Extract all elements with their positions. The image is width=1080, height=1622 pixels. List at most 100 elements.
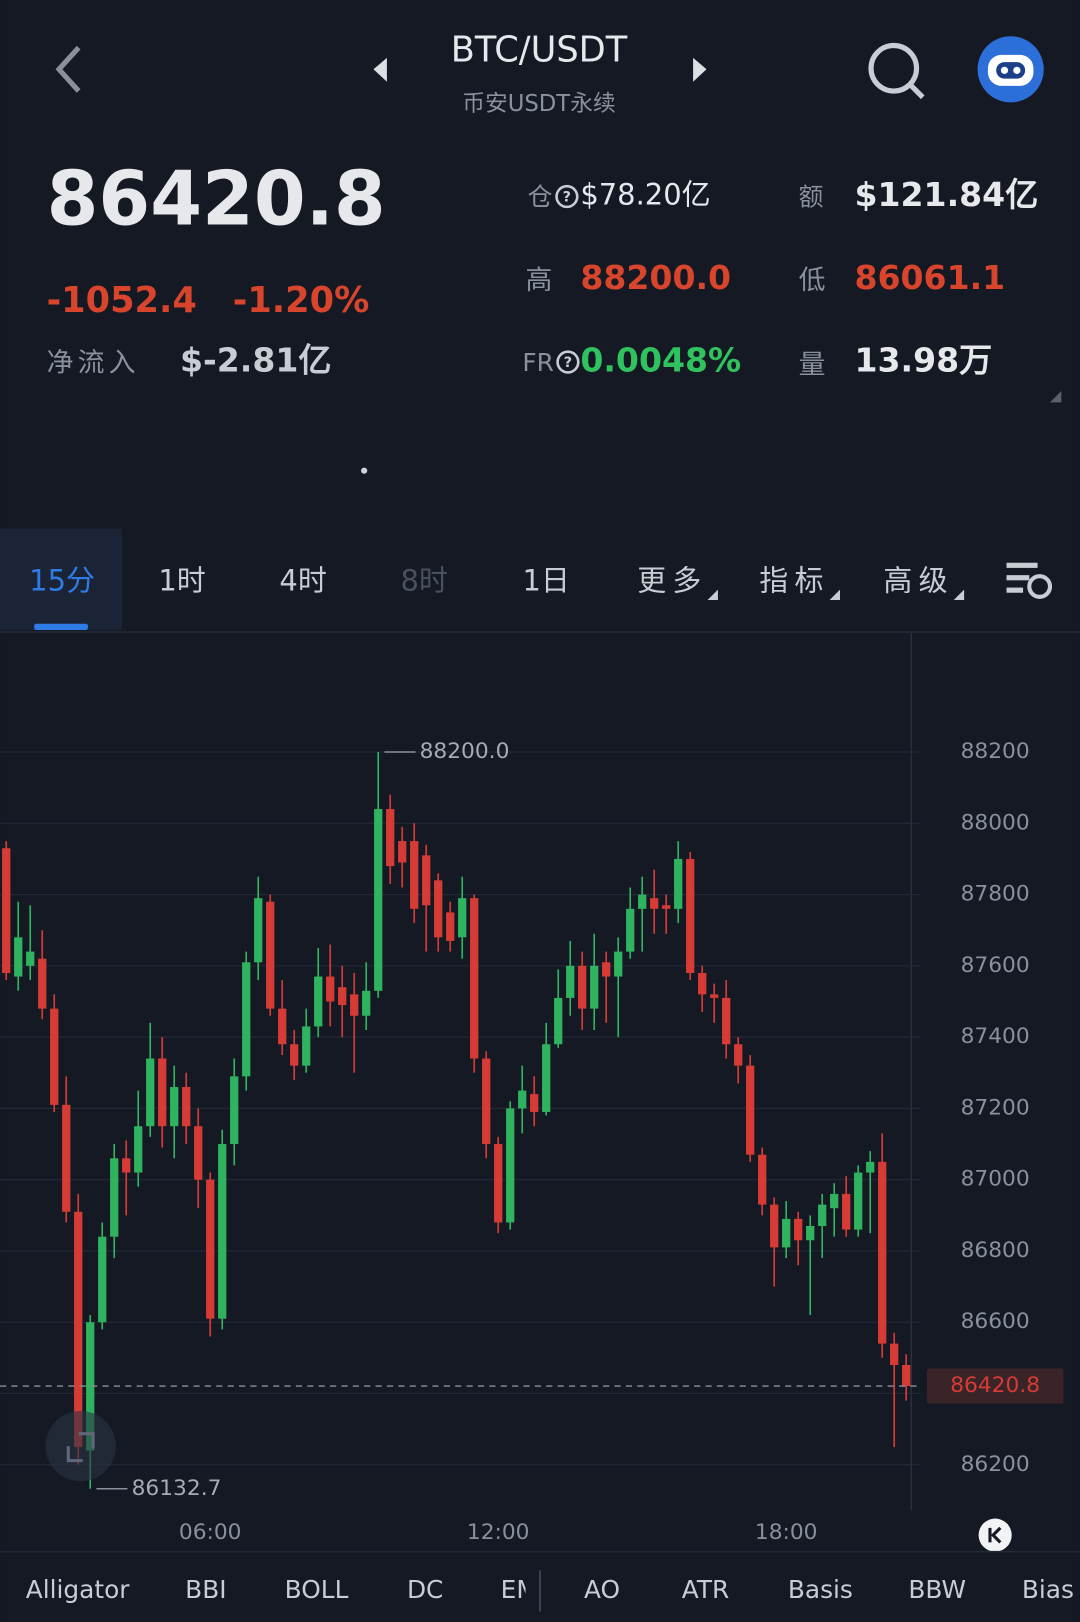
candle-body xyxy=(290,1044,299,1066)
timeframe-tabs: 15分 1时 4时 8时 1日 更多 指标 高级 xyxy=(29,563,965,600)
indicator-tab[interactable]: Bias xyxy=(1022,1575,1074,1604)
candle-body xyxy=(806,1226,815,1241)
y-tick-label: 87800 xyxy=(961,882,1030,907)
candle-body xyxy=(410,841,419,909)
zoom-icon xyxy=(78,1432,95,1449)
prev-pair[interactable] xyxy=(373,57,387,82)
candle-body xyxy=(386,809,395,867)
candle-body xyxy=(482,1058,491,1145)
x-tick-label: 12:00 xyxy=(467,1520,530,1545)
candle-body xyxy=(74,1211,83,1447)
scroll-to-latest[interactable] xyxy=(978,1518,1012,1552)
candle-body xyxy=(350,994,359,1016)
search-icon xyxy=(868,42,920,94)
timeframe-tab[interactable]: 更多 xyxy=(637,563,707,597)
candle-body xyxy=(578,965,587,1009)
candle-body xyxy=(98,1236,107,1323)
dot xyxy=(361,467,368,474)
price-change-pct: -1.20% xyxy=(233,280,370,321)
candle-body xyxy=(854,1172,863,1230)
timeframe-tab[interactable]: 高级 xyxy=(883,563,953,597)
y-tick-label: 86600 xyxy=(961,1309,1030,1334)
candle-body xyxy=(626,908,635,952)
dropdown-caret xyxy=(707,589,718,600)
stat-label: 低 xyxy=(799,265,826,296)
candle-body xyxy=(26,951,35,966)
candle-body xyxy=(782,1218,791,1248)
candle-body xyxy=(842,1193,851,1230)
candle-body xyxy=(494,1144,503,1223)
price-change: -1052.4 xyxy=(47,280,197,321)
search-button[interactable] xyxy=(868,42,925,100)
candle-body xyxy=(470,898,479,1059)
candle-body xyxy=(542,1044,551,1112)
indicator-tab[interactable]: BOLL xyxy=(285,1575,349,1604)
timeframe-tab[interactable]: 8时 xyxy=(400,563,447,597)
timeframe-tab[interactable]: 指标 xyxy=(759,563,829,597)
candle-body xyxy=(830,1193,839,1209)
y-tick-label: 88200 xyxy=(961,739,1030,764)
net-inflow: $-2.81亿 xyxy=(180,341,332,380)
max-label: 88200.0 xyxy=(420,739,510,764)
help-icon[interactable] xyxy=(556,350,580,374)
timeframe-tab[interactable]: 1日 xyxy=(523,563,570,597)
candle-body xyxy=(398,841,407,863)
candle-body xyxy=(86,1322,95,1451)
indicator-tab[interactable]: BBW xyxy=(908,1575,966,1604)
candle-body xyxy=(566,965,575,998)
avatar[interactable] xyxy=(977,36,1044,103)
pair-title[interactable]: BTC/USDT xyxy=(451,30,628,71)
candle-body xyxy=(746,1065,755,1155)
help-icon[interactable] xyxy=(555,184,579,209)
help-icon: ? xyxy=(564,355,572,371)
indicator-tab[interactable]: Basis xyxy=(788,1575,853,1604)
candle-body xyxy=(38,958,47,1009)
candle-body xyxy=(686,858,695,973)
candle-body xyxy=(338,987,347,1006)
candle-body xyxy=(434,880,443,938)
zoom-button-bg xyxy=(45,1410,116,1482)
indicator-tab[interactable]: ATR xyxy=(682,1575,729,1604)
last-price: 86420.8 xyxy=(47,155,386,242)
candle-body xyxy=(554,997,563,1045)
candle-body xyxy=(242,962,251,1077)
indicator-tab[interactable]: BBI xyxy=(185,1575,226,1604)
indicator-tab[interactable]: Alligator xyxy=(26,1575,131,1604)
candle-body xyxy=(134,1126,143,1173)
candle-body xyxy=(314,976,323,1027)
candle-body xyxy=(734,1044,743,1066)
candle-body xyxy=(662,905,671,909)
candle-body xyxy=(650,898,659,909)
expand-handle[interactable] xyxy=(1049,391,1062,403)
indicator-tab[interactable]: AO xyxy=(584,1575,620,1604)
candle-body xyxy=(374,809,383,991)
stat-label: 额 xyxy=(799,183,824,212)
candle-body xyxy=(122,1158,131,1173)
candle-body xyxy=(302,1026,311,1066)
chart-settings[interactable] xyxy=(1006,562,1053,599)
y-tick-label: 86200 xyxy=(961,1452,1030,1477)
candle-body xyxy=(422,855,431,906)
back-button[interactable] xyxy=(55,45,81,93)
candle-body xyxy=(794,1218,803,1241)
candle-body xyxy=(182,1087,191,1127)
candle-body xyxy=(158,1058,167,1127)
zoom-button[interactable] xyxy=(45,1410,116,1482)
open-interest: $78.20亿 xyxy=(580,178,710,212)
candle-body xyxy=(518,1090,527,1109)
timeframe-tab[interactable]: 15分 xyxy=(29,563,95,597)
low-24h: 86061.1 xyxy=(854,258,1005,297)
candle-body xyxy=(230,1076,239,1145)
high-24h: 88200.0 xyxy=(580,258,731,297)
stat-label: 仓 xyxy=(528,183,553,212)
timeframe-tab[interactable]: 1时 xyxy=(158,563,205,597)
candle-body xyxy=(638,894,647,909)
indicator-tab[interactable]: DC xyxy=(407,1575,443,1604)
next-pair[interactable] xyxy=(693,57,707,82)
y-tick-label: 87400 xyxy=(961,1024,1030,1049)
indicator-tab[interactable]: EMA xyxy=(501,1575,555,1604)
timeframe-tab[interactable]: 4时 xyxy=(279,563,326,597)
candle-body xyxy=(878,1161,887,1344)
